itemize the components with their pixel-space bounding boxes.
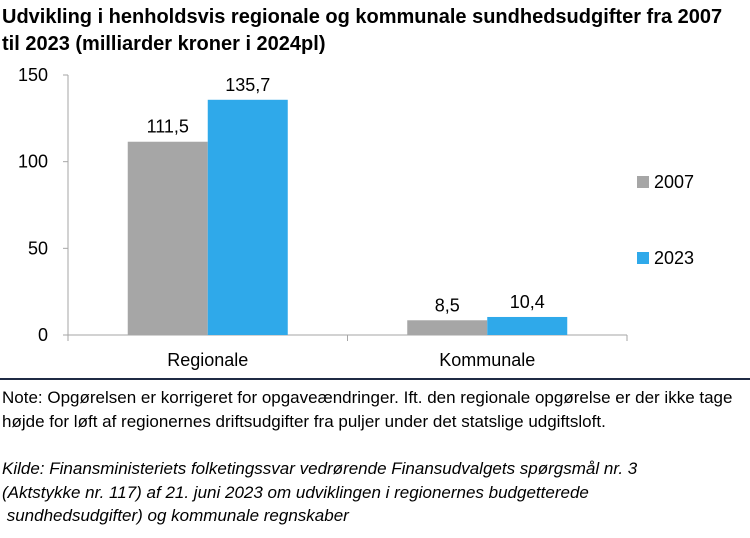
data-label: 111,5 xyxy=(147,117,189,137)
legend-label: 2007 xyxy=(654,172,694,192)
bar-2007-kommunale xyxy=(407,320,488,335)
legend-label: 2023 xyxy=(654,248,694,268)
source-line: (Aktstykke nr. 117) af 21. juni 2023 om … xyxy=(2,482,589,502)
bar-chart: 0 50 100 150 Regionale Kommunale 111,5 135,7 8,… xyxy=(18,65,694,370)
data-label: 10,4 xyxy=(510,292,545,312)
bars xyxy=(127,99,568,335)
bar-2007-regionale xyxy=(127,141,208,335)
bar-2023-kommunale xyxy=(487,316,568,335)
bar-2023-regionale xyxy=(207,99,288,335)
legend: 2007 2023 xyxy=(637,172,694,268)
data-label: 135,7 xyxy=(225,75,270,95)
chart-note: Note: Opgørelsen er korrigeret for opgav… xyxy=(2,388,733,431)
x-tick-label: Regionale xyxy=(167,350,248,370)
y-tick-label: 100 xyxy=(18,152,48,172)
divider xyxy=(0,378,750,380)
y-tick-label: 50 xyxy=(28,238,48,258)
legend-swatch-2007 xyxy=(637,176,649,188)
data-label: 8,5 xyxy=(435,295,460,315)
chart-source: Kilde: Finansministeriets folketingssvar… xyxy=(2,457,742,528)
y-tick-label: 150 xyxy=(18,65,48,85)
source-line: sundhedsudgifter) og kommunale regnskabe… xyxy=(2,506,349,525)
chart-title: Udvikling i henholdsvis regionale og kom… xyxy=(2,6,723,55)
y-tick-label: 0 xyxy=(38,325,48,345)
source-line: Kilde: Finansministeriets folketingssvar… xyxy=(2,459,638,478)
x-tick-label: Kommunale xyxy=(439,350,535,370)
data-labels: 111,5 135,7 8,5 10,4 xyxy=(147,75,545,315)
legend-swatch-2023 xyxy=(637,252,649,264)
